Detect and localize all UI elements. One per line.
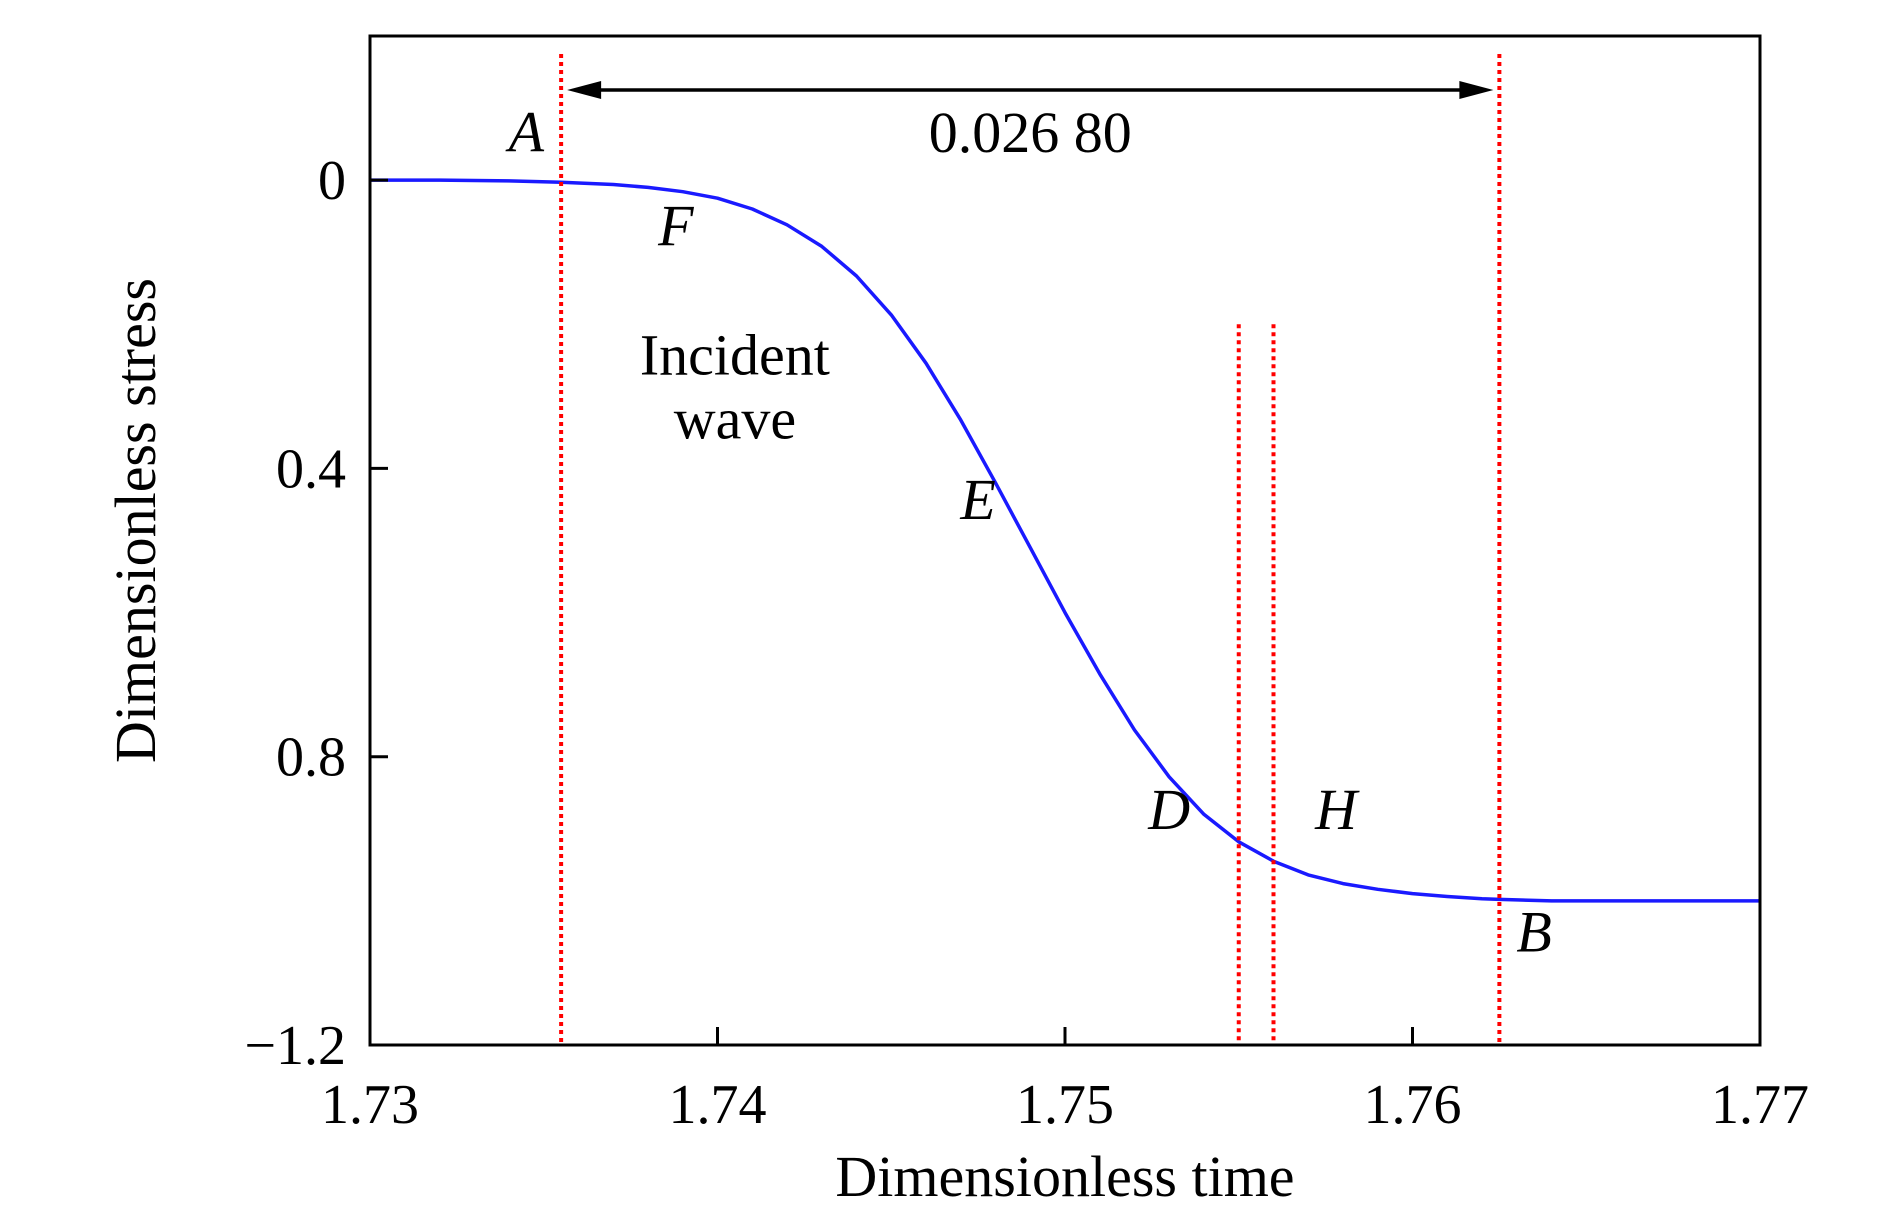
series-line (370, 178, 1760, 903)
point-label-d: D (1147, 777, 1190, 842)
plot-area-frame (368, 34, 1762, 1047)
x-axis-title: Dimensionless time (835, 1144, 1294, 1209)
y-tick-label: 0 (318, 150, 346, 212)
interval-annotation: 0.026 80 (567, 81, 1494, 165)
y-tick-label: 0.8 (276, 727, 346, 789)
point-label-a: A (505, 99, 545, 164)
x-tick-label: 1.73 (321, 1074, 419, 1136)
y-axis-title: Dimensionless stress (103, 278, 168, 763)
x-tick-label: 1.76 (1364, 1074, 1462, 1136)
reference-lines (559, 54, 1502, 1045)
interval-arrow-head-right (1459, 81, 1494, 99)
point-label-f: F (657, 193, 694, 258)
incident-wave-label-line: Incident (640, 323, 830, 388)
x-tick-label: 1.74 (669, 1074, 767, 1136)
y-tick-label: −1.2 (244, 1015, 346, 1077)
incident-wave-label-line: wave (674, 387, 796, 452)
interval-arrow-head-left (567, 81, 602, 99)
point-label-e: E (959, 467, 995, 532)
point-label-b: B (1516, 899, 1551, 964)
x-tick-label: 1.77 (1711, 1074, 1809, 1136)
x-tick-label: 1.75 (1016, 1074, 1114, 1136)
y-tick-label: 0.4 (276, 438, 346, 500)
interval-label: 0.026 80 (929, 100, 1132, 165)
axis-ticks: 1.73 1.74 1.75 1.76 1.77 0 0.4 0.8 −1.2 (244, 150, 1809, 1136)
point-label-h: H (1314, 777, 1360, 842)
series-layer (370, 178, 1760, 903)
